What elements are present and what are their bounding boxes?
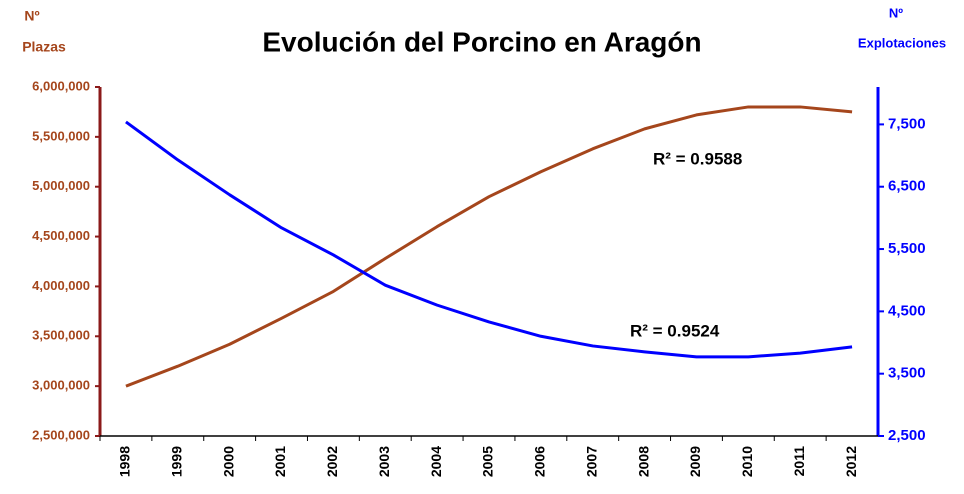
y-tick-label: 4,500,000 [32,228,90,243]
y2-tick-label: 6,500 [888,178,926,195]
y-tick-label: 4,000,000 [32,278,90,293]
x-tick-label: 2007 [583,446,599,477]
line [125,105,853,388]
y-tick-label: 6,000,000 [32,78,90,93]
y2-tick-label: 4,500 [888,302,926,319]
x-tick-label: 2005 [480,446,496,477]
y2-tick-label: 2,500 [888,427,926,444]
x-tick-label: 1998 [117,446,133,477]
y-tick-label: 3,500,000 [32,328,90,343]
y2-axis-label: Explotaciones [858,35,946,50]
line [125,120,853,359]
x-tick-label: 2002 [324,446,340,477]
x-tick-label: 2011 [791,446,807,477]
x-tick-label: 2009 [687,446,703,477]
y-axis-label: Plazas [22,39,66,55]
y2-tick-label: 7,500 [888,115,926,132]
y-tick-label: 3,000,000 [32,378,90,393]
x-tick-label: 2000 [220,446,236,477]
x-tick-label: 1999 [169,446,185,477]
y-tick-label: 5,000,000 [32,178,90,193]
y2-tick-label: 5,500 [888,240,926,257]
chart-title: Evolución del Porcino en Aragón [262,26,701,57]
y-axis-label: Nº [24,8,39,24]
y-tick-label: 5,500,000 [32,128,90,143]
annotation: R² = 0.9524 [630,321,720,340]
x-tick-label: 2004 [428,446,444,477]
x-tick-label: 2003 [376,446,392,477]
x-tick-label: 2008 [635,446,651,477]
y2-axis-label: Nº [889,5,903,20]
x-tick-label: 2012 [843,446,859,477]
x-tick-label: 2001 [272,446,288,477]
annotation: R² = 0.9588 [653,149,742,168]
x-tick-label: 2010 [739,446,755,477]
x-tick-label: 2006 [532,446,548,477]
y2-tick-label: 3,500 [888,365,926,382]
y-tick-label: 2,500,000 [32,427,90,442]
